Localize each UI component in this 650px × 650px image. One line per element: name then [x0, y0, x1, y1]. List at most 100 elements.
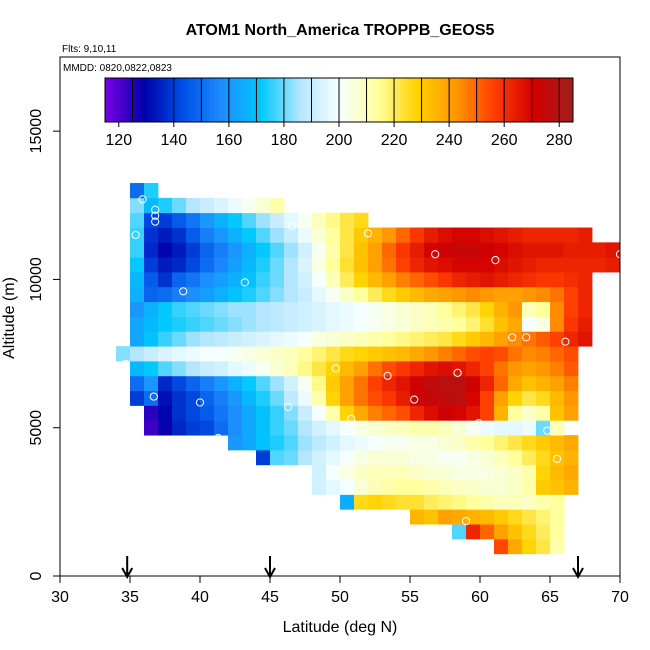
heatmap-cell [144, 405, 159, 421]
colorbar-segment [407, 78, 411, 122]
colorbar-segment [462, 78, 467, 122]
heatmap-cell [340, 405, 355, 421]
heatmap-cell [158, 390, 173, 406]
heatmap-cell [214, 301, 229, 317]
heatmap-cell [410, 286, 425, 303]
heatmap-cell [214, 346, 229, 362]
heatmap-cell [494, 524, 509, 540]
heatmap-cell [298, 390, 313, 406]
colorbar-segment [479, 78, 483, 122]
heatmap-cell [522, 420, 537, 436]
colorbar-segment [385, 78, 389, 122]
heatmap-cell [200, 316, 215, 332]
colorbar-segment [526, 78, 530, 122]
heatmap-cell [270, 449, 285, 466]
colorbar-segment [146, 78, 150, 122]
sample-marker [410, 395, 419, 404]
colorbar-segment [336, 78, 340, 122]
heatmap-cell [144, 212, 159, 228]
heatmap-cell [144, 390, 159, 406]
heatmap-cell [242, 257, 257, 273]
heatmap-cell [494, 405, 509, 421]
heatmap-cell [508, 494, 523, 510]
heatmap-cell [438, 227, 453, 243]
heatmap-cell [522, 286, 537, 303]
colorbar-segment [531, 78, 535, 122]
heatmap-cell [410, 405, 425, 421]
heatmap-cell [452, 390, 467, 406]
heatmap-cell [452, 494, 467, 510]
colorbar-segment [512, 78, 516, 122]
heatmap-cell [424, 272, 439, 288]
heatmap-cell [270, 420, 285, 436]
flight-arrow [264, 556, 276, 580]
heatmap-cell [354, 449, 369, 466]
heatmap-cell [564, 227, 579, 243]
heatmap-cell [326, 331, 341, 347]
heatmap-cell [480, 494, 495, 510]
heatmap-cell [368, 301, 383, 317]
x-tick-label: 40 [191, 589, 209, 606]
heatmap-cell [522, 242, 537, 258]
heatmap-cell [452, 479, 467, 495]
heatmap-cell [144, 360, 159, 377]
heatmap-cell [242, 286, 257, 303]
sample-marker [149, 392, 158, 401]
heatmap-cell [578, 331, 593, 347]
heatmap-cell [172, 405, 187, 421]
heatmap-cell [508, 390, 523, 406]
heatmap-cell [410, 316, 425, 332]
heatmap-cell [522, 360, 537, 377]
colorbar-segment [281, 78, 285, 122]
heatmap-cell [452, 257, 467, 273]
heatmap-cell [452, 360, 467, 377]
heatmap-cell [284, 331, 299, 347]
heatmap-cell [382, 479, 397, 495]
heatmap-cell [284, 257, 299, 273]
heatmap-cell [158, 420, 173, 436]
colorbar-segment [198, 78, 202, 122]
colorbar-tick-label: 240 [436, 132, 463, 149]
chart-subtitle-flights: Flts: 9,10,11 [62, 44, 117, 55]
heatmap-cell [466, 390, 481, 406]
heatmap-cell [564, 331, 579, 347]
heatmap-cell [144, 316, 159, 332]
heatmap-cell [522, 494, 537, 510]
sample-marker [151, 211, 160, 220]
heatmap-cell [326, 286, 341, 303]
heatmap-cell [228, 257, 243, 273]
heatmap-cell [494, 331, 509, 347]
heatmap-cell [382, 375, 397, 392]
colorbar-segment [435, 78, 439, 122]
heatmap-cell [270, 257, 285, 273]
heatmap-cell [312, 227, 327, 243]
colorbar-segment [443, 78, 447, 122]
heatmap-cell [144, 346, 159, 362]
heatmap-cell [522, 375, 537, 392]
heatmap-cell [214, 197, 229, 214]
colorbar-segment [523, 78, 527, 122]
colorbar: 120 140 160 180 200 220 240 260 280 [104, 77, 574, 149]
colorbar-segment [388, 78, 392, 122]
heatmap-cell [396, 301, 411, 317]
heatmap-cell [578, 227, 593, 243]
heatmap-cell [494, 479, 509, 495]
colorbar-segment [157, 78, 161, 122]
heatmap-cell [494, 538, 509, 555]
heatmap-cell [200, 360, 215, 377]
colorbar-segment [305, 78, 310, 122]
colorbar-segment [327, 78, 332, 122]
sample-marker [491, 256, 500, 265]
heatmap-cell [508, 272, 523, 288]
colorbar-segment [283, 78, 288, 122]
heatmap-cell [186, 346, 201, 362]
heatmap-cell [130, 183, 145, 199]
sample-marker [508, 333, 517, 342]
colorbar-segment [127, 78, 131, 122]
heatmap-cell [144, 272, 159, 288]
heatmap-cell [522, 227, 537, 243]
heatmap-cell [256, 346, 271, 362]
heatmap-cell [536, 464, 551, 481]
heatmap-cell [326, 242, 341, 258]
heatmap-cell [494, 390, 509, 406]
